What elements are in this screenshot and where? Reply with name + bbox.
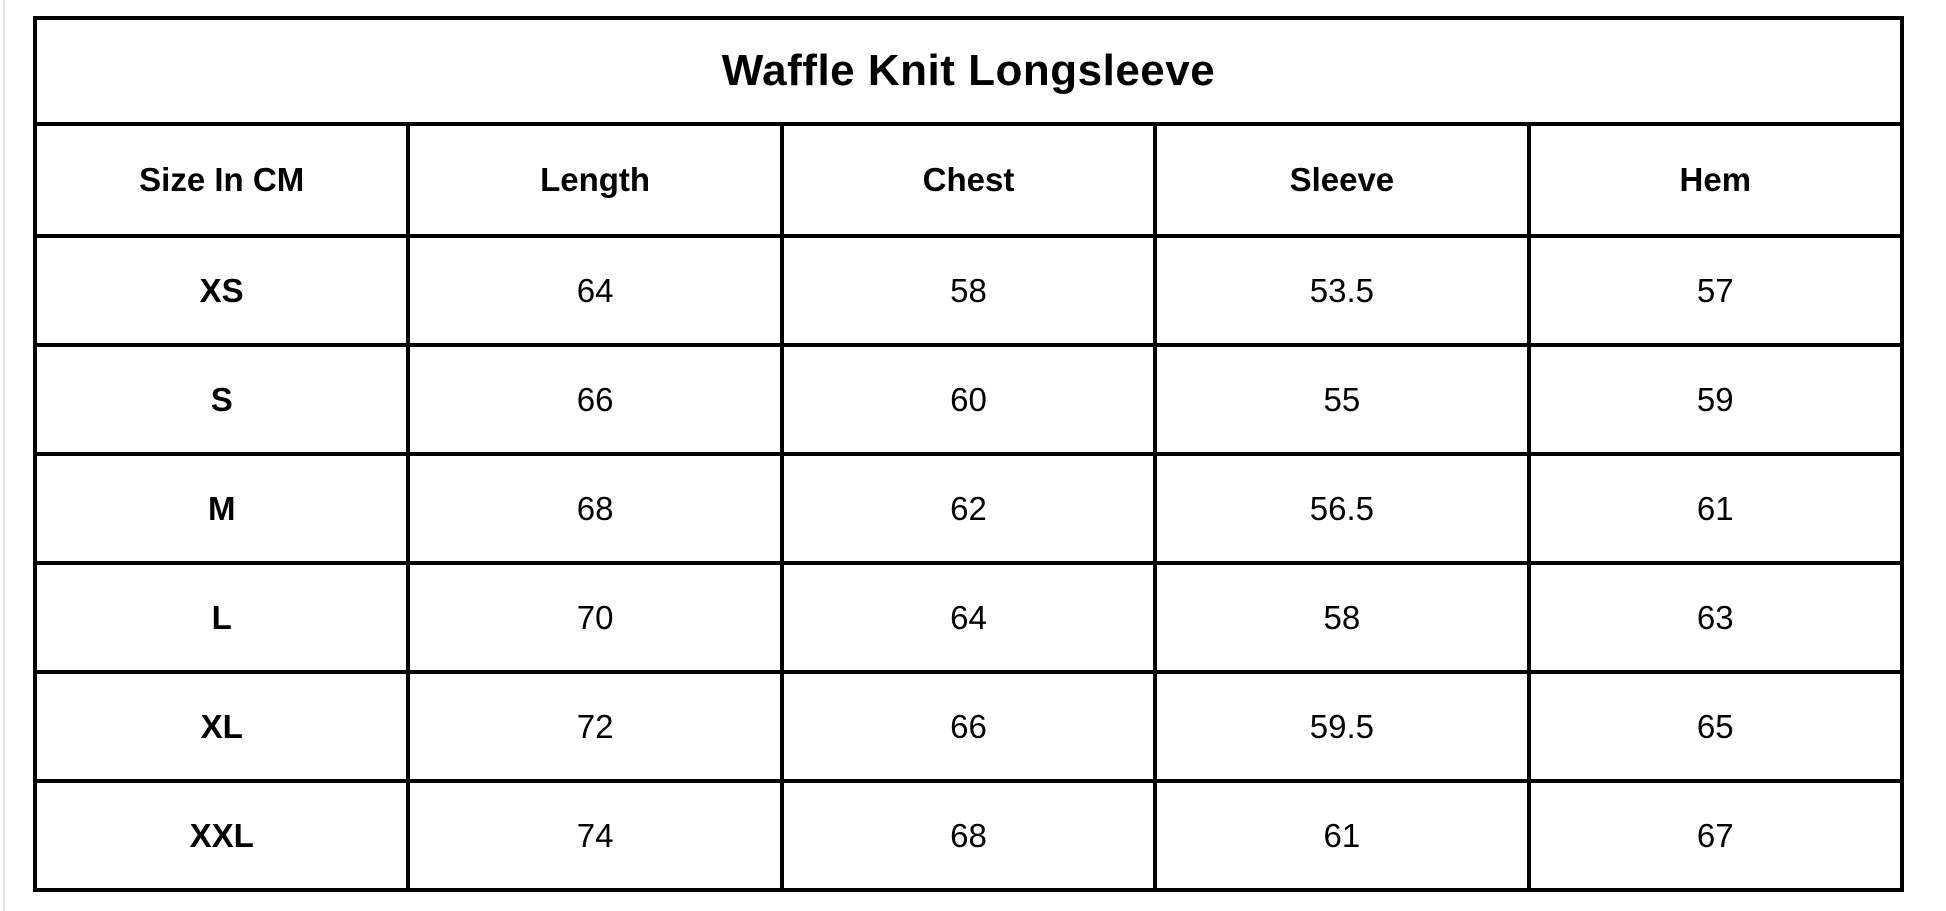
size-chart-table: Waffle Knit Longsleeve Size In CM Length… (32, 16, 1905, 892)
chest-value: 68 (779, 779, 1158, 892)
page-edge-line (3, 0, 5, 911)
hem-value: 67 (1526, 779, 1905, 892)
hem-value: 65 (1526, 670, 1905, 783)
hem-value: 61 (1526, 452, 1905, 565)
table-row-s: S 66 60 55 59 (32, 343, 1905, 456)
size-label: XL (32, 670, 411, 783)
sleeve-value: 58 (1153, 561, 1531, 674)
header-row: Size In CM Length Chest Sleeve Hem (32, 122, 1905, 238)
size-label: M (32, 452, 411, 565)
sleeve-value: 55 (1153, 343, 1531, 456)
length-value: 70 (406, 561, 784, 674)
title-row: Waffle Knit Longsleeve (33, 16, 1904, 126)
chest-value: 58 (779, 234, 1158, 347)
sleeve-value: 56.5 (1153, 452, 1531, 565)
column-header-size: Size In CM (32, 122, 411, 238)
chest-value: 66 (779, 670, 1158, 783)
length-value: 68 (406, 452, 784, 565)
hem-value: 59 (1526, 343, 1905, 456)
table-row-xxl: XXL 74 68 61 67 (32, 779, 1905, 892)
chest-value: 62 (779, 452, 1158, 565)
length-value: 72 (406, 670, 784, 783)
table-row-m: M 68 62 56.5 61 (32, 452, 1905, 565)
size-label: S (32, 343, 411, 456)
hem-value: 57 (1526, 234, 1905, 347)
table-row-xl: XL 72 66 59.5 65 (32, 670, 1905, 783)
chest-value: 60 (779, 343, 1158, 456)
chart-title: Waffle Knit Longsleeve (33, 16, 1904, 126)
size-label: L (32, 561, 411, 674)
column-header-hem: Hem (1526, 122, 1905, 238)
hem-value: 63 (1526, 561, 1905, 674)
chest-value: 64 (779, 561, 1158, 674)
column-header-length: Length (406, 122, 784, 238)
table-row-l: L 70 64 58 63 (32, 561, 1905, 674)
size-label: XXL (32, 779, 411, 892)
length-value: 74 (406, 779, 784, 892)
column-header-chest: Chest (779, 122, 1158, 238)
sleeve-value: 59.5 (1153, 670, 1531, 783)
length-value: 64 (406, 234, 784, 347)
column-header-sleeve: Sleeve (1153, 122, 1531, 238)
size-label: XS (32, 234, 411, 347)
length-value: 66 (406, 343, 784, 456)
sleeve-value: 61 (1153, 779, 1531, 892)
table-row-xs: XS 64 58 53.5 57 (32, 234, 1905, 347)
sleeve-value: 53.5 (1153, 234, 1531, 347)
